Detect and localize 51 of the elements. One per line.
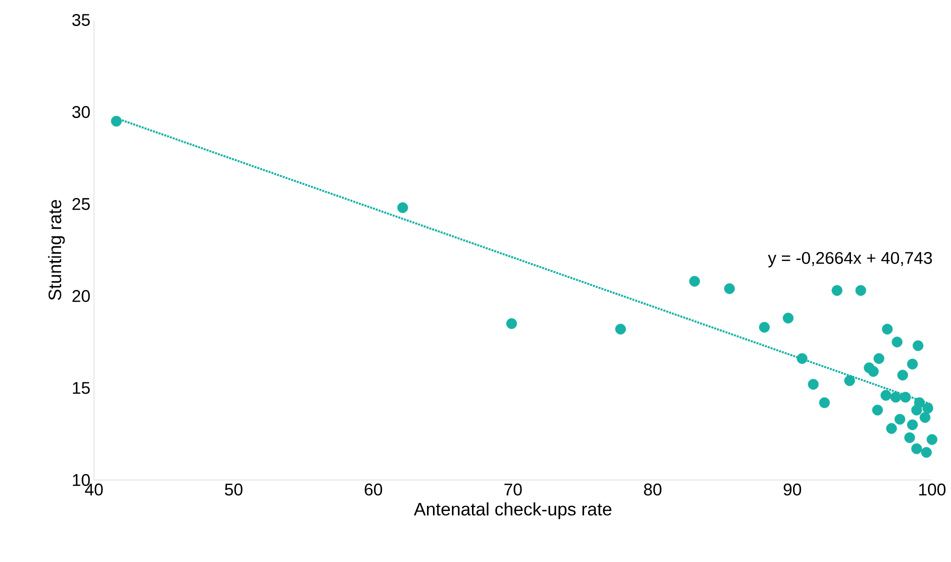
point	[796, 353, 808, 364]
y-tick-label: 15	[72, 382, 90, 394]
point	[882, 324, 893, 334]
x-tick-label: 100	[919, 484, 946, 496]
point	[920, 412, 930, 423]
x-tick-label: 70	[504, 484, 522, 496]
point	[880, 390, 892, 401]
annotation: y = -0,2664x + 40,743	[768, 252, 932, 268]
point	[868, 366, 879, 377]
point	[874, 353, 884, 364]
point	[922, 402, 934, 414]
point	[911, 404, 922, 416]
point	[832, 285, 842, 296]
point	[397, 202, 408, 214]
point	[892, 336, 902, 348]
point	[897, 370, 908, 380]
point	[894, 414, 906, 425]
point	[886, 423, 897, 434]
point	[759, 322, 770, 333]
point	[912, 340, 924, 352]
point	[911, 443, 922, 454]
point	[506, 318, 517, 329]
point	[110, 116, 122, 127]
point	[808, 378, 819, 390]
y-tick-label: 30	[72, 106, 90, 118]
y-axis-title: Stunting rate	[48, 200, 65, 300]
x-tick-label: 60	[364, 484, 382, 496]
point	[872, 404, 883, 416]
point	[890, 392, 902, 403]
x-tick-label: 50	[224, 484, 242, 496]
point	[907, 419, 918, 430]
point	[689, 276, 700, 287]
point	[724, 283, 735, 294]
x-axis-title: Antenatal check-ups rate	[414, 502, 612, 520]
y-tick-label: 25	[72, 198, 90, 210]
point	[855, 285, 866, 296]
x-tick-label: 90	[784, 484, 802, 496]
y-tick-label: 35	[72, 14, 90, 26]
point	[904, 432, 916, 444]
x-tick-label: 40	[84, 484, 103, 496]
point	[782, 312, 794, 324]
y-tick-label: 20	[72, 290, 90, 302]
point	[615, 324, 626, 334]
y-tick-label: 10	[72, 474, 90, 486]
x-tick-label: 80	[644, 484, 662, 496]
point	[900, 392, 911, 403]
point	[844, 375, 855, 386]
point	[921, 447, 932, 458]
point	[926, 434, 938, 445]
point	[819, 397, 830, 408]
point	[907, 358, 918, 370]
